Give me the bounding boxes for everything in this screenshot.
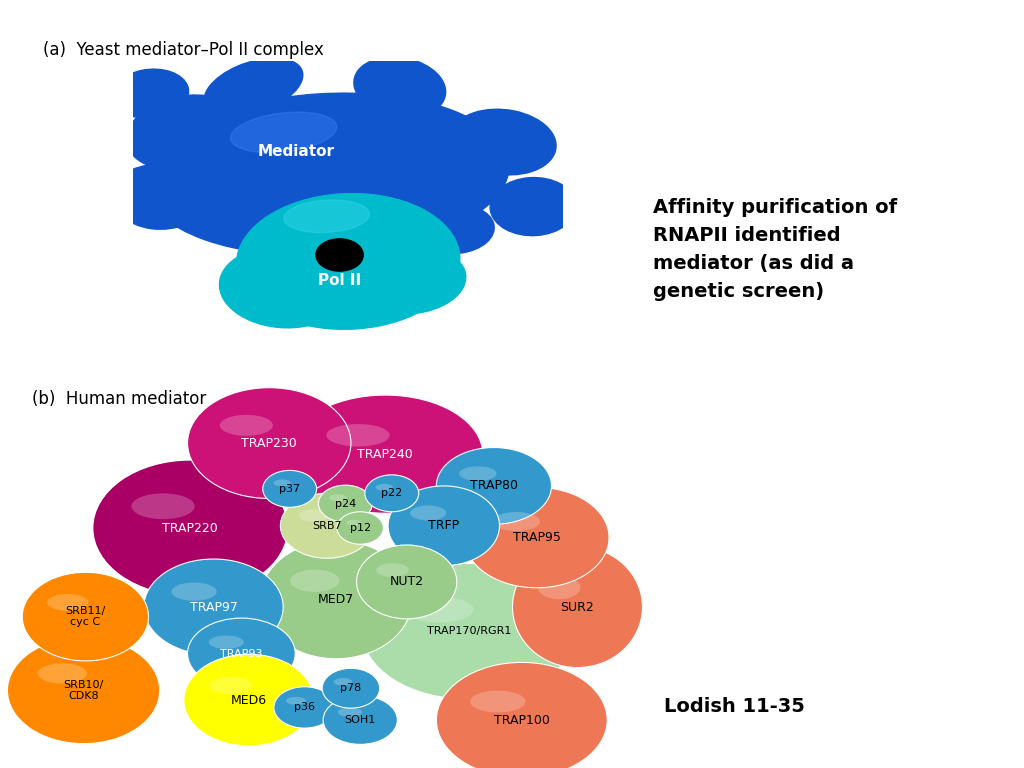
Ellipse shape [187,388,351,498]
Ellipse shape [144,93,509,256]
Ellipse shape [334,678,352,686]
Text: TRAP97: TRAP97 [189,601,238,614]
Ellipse shape [376,484,393,491]
Ellipse shape [219,247,348,328]
Ellipse shape [324,696,397,744]
Text: MED7: MED7 [318,593,354,606]
Text: TRAP240: TRAP240 [357,448,413,461]
Ellipse shape [410,505,446,521]
Text: Mediator: Mediator [258,144,335,159]
Ellipse shape [417,205,495,253]
Ellipse shape [346,520,361,526]
Ellipse shape [459,466,497,481]
Ellipse shape [112,164,206,230]
Text: TRAP170/RGR1: TRAP170/RGR1 [427,627,511,637]
Text: (b)  Human mediator: (b) Human mediator [32,390,206,409]
Ellipse shape [490,177,577,236]
Ellipse shape [470,690,525,713]
Ellipse shape [388,486,500,566]
Text: p78: p78 [340,684,361,694]
Ellipse shape [112,69,188,118]
Text: NUT2: NUT2 [389,575,424,588]
Text: TRFP: TRFP [428,519,460,532]
Ellipse shape [450,109,556,175]
Text: (a)  Yeast mediator–Pol II complex: (a) Yeast mediator–Pol II complex [43,41,325,59]
Ellipse shape [187,618,295,689]
Ellipse shape [273,687,335,728]
Ellipse shape [299,509,329,521]
Ellipse shape [38,664,87,684]
Text: TRAP220: TRAP220 [163,521,218,535]
Text: MED6: MED6 [230,694,267,707]
Text: TRAP93: TRAP93 [220,648,262,658]
Text: Affinity purification of
RNAPII identified
mediator (as did a
genetic screen): Affinity purification of RNAPII identifi… [653,198,897,301]
Ellipse shape [288,395,482,513]
Ellipse shape [260,541,413,659]
Ellipse shape [329,495,346,502]
Ellipse shape [539,576,581,599]
Ellipse shape [47,594,88,611]
Ellipse shape [230,112,337,153]
Ellipse shape [354,57,445,118]
Ellipse shape [131,493,195,519]
Ellipse shape [204,58,303,116]
Ellipse shape [290,570,340,592]
Text: TRAP230: TRAP230 [242,436,297,449]
Text: p37: p37 [280,484,300,494]
Ellipse shape [281,493,373,558]
Ellipse shape [237,194,460,329]
Ellipse shape [436,448,552,525]
Ellipse shape [93,460,288,596]
Ellipse shape [184,654,313,746]
Ellipse shape [273,479,291,486]
Ellipse shape [337,511,383,545]
Text: SRB7: SRB7 [312,521,342,531]
Ellipse shape [127,95,243,170]
Text: p12: p12 [349,523,371,533]
Text: TRAP80: TRAP80 [470,479,518,492]
Ellipse shape [286,697,306,705]
Text: p24: p24 [335,498,356,508]
Text: SRB11/
cyc C: SRB11/ cyc C [66,606,105,627]
Ellipse shape [318,485,373,522]
Ellipse shape [493,512,540,531]
Text: p36: p36 [294,703,315,713]
Ellipse shape [284,200,370,233]
Ellipse shape [356,545,457,619]
Ellipse shape [362,564,575,700]
Text: p22: p22 [381,488,402,498]
Ellipse shape [404,597,474,623]
Ellipse shape [436,662,607,768]
Ellipse shape [7,637,160,743]
Ellipse shape [323,668,380,708]
Ellipse shape [171,583,217,601]
Ellipse shape [23,572,148,661]
Text: SUR2: SUR2 [560,601,594,614]
Ellipse shape [220,415,273,436]
Ellipse shape [327,424,390,446]
Text: TRAP95: TRAP95 [513,531,560,544]
Text: Pol II: Pol II [318,273,361,288]
Ellipse shape [144,559,284,655]
Ellipse shape [512,547,642,667]
Ellipse shape [365,475,419,511]
Text: TRAP100: TRAP100 [494,713,550,727]
Ellipse shape [315,239,364,271]
Ellipse shape [376,563,409,577]
Ellipse shape [209,635,244,649]
Ellipse shape [210,677,252,694]
Ellipse shape [464,488,609,588]
Ellipse shape [338,707,361,717]
Text: Lodish 11-35: Lodish 11-35 [665,697,805,716]
Text: SRB10/
CDK8: SRB10/ CDK8 [63,680,103,701]
Text: SOH1: SOH1 [345,715,376,725]
Ellipse shape [263,470,316,508]
Ellipse shape [359,248,466,313]
